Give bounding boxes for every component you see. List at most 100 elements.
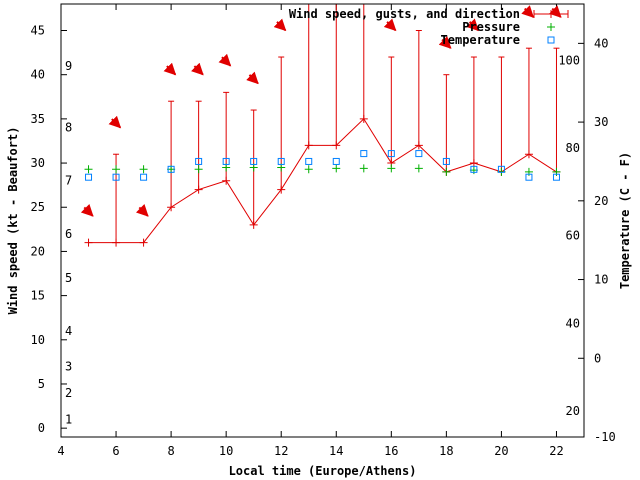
- pressure-point: [304, 165, 313, 174]
- wind-direction-arrow: [438, 36, 452, 49]
- pressure-point: [112, 165, 121, 174]
- wind-speed-point: [194, 185, 203, 194]
- x-tick-label: 6: [112, 444, 119, 458]
- fahrenheit-label: 40: [566, 317, 580, 331]
- legend-swatch-pressure: [547, 23, 555, 31]
- y2-tick-label: 10: [594, 273, 608, 287]
- legend-label-pressure: Pressure: [462, 20, 520, 34]
- beaufort-label: 4: [65, 324, 72, 338]
- y-tick-label: 35: [31, 112, 45, 126]
- temperature-point: [332, 157, 340, 165]
- plot-frame: [60, 3, 585, 438]
- legend-label-temperature: Temperature: [441, 33, 520, 47]
- fahrenheit-label: 20: [566, 404, 580, 418]
- temperature-point: [167, 165, 175, 173]
- temperature-point: [222, 157, 230, 165]
- wind-speed-point: [84, 238, 93, 247]
- y-tick-label: 30: [31, 156, 45, 170]
- y2-tick-label: 30: [594, 115, 608, 129]
- temperature-point: [360, 150, 368, 158]
- beaufort-label: 3: [65, 359, 72, 373]
- temperature-point: [305, 157, 313, 165]
- x-tick-label: 4: [57, 444, 64, 458]
- beaufort-label: 1: [65, 412, 72, 426]
- wind-speed-point: [112, 238, 121, 247]
- x-tick-label: 20: [494, 444, 508, 458]
- legend-label-wind: Wind speed, gusts, and direction: [289, 7, 520, 21]
- y-tick-label: 5: [38, 377, 45, 391]
- y2-tick-label: 20: [594, 194, 608, 208]
- wind-speed-point: [167, 203, 176, 212]
- wind-speed-point: [249, 220, 258, 229]
- x-axis-title: Local time (Europe/Athens): [229, 464, 417, 478]
- y2-axis-title: Temperature (C - F): [618, 152, 632, 289]
- y-tick-label: 25: [31, 200, 45, 214]
- wind-speed-point: [359, 114, 368, 123]
- temperature-point: [277, 157, 285, 165]
- beaufort-label: 7: [65, 174, 72, 188]
- pressure-point: [84, 165, 93, 174]
- temperature-point: [387, 150, 395, 158]
- temperature-point: [552, 173, 560, 181]
- legend-swatch-wind-ticks: [533, 10, 569, 18]
- wind-speed-point: [469, 159, 478, 168]
- wind-direction-arrow: [383, 18, 397, 32]
- temperature-point: [525, 173, 533, 181]
- beaufort-label: 5: [65, 271, 72, 285]
- y-tick-label: 40: [31, 68, 45, 82]
- wind-speed-point: [332, 141, 341, 150]
- pressure-point: [139, 165, 148, 174]
- wind-direction-arrow: [521, 5, 535, 18]
- temperature-point: [415, 150, 423, 158]
- wind-direction-arrow: [135, 204, 149, 217]
- fahrenheit-label: 80: [566, 141, 580, 155]
- temperature-point: [112, 173, 120, 181]
- x-tick-label: 10: [219, 444, 233, 458]
- y-tick-label: 15: [31, 289, 45, 303]
- wind-speed-line: [88, 118, 557, 244]
- pressure-point: [332, 164, 341, 173]
- x-tick-label: 14: [329, 444, 343, 458]
- fahrenheit-label: 60: [566, 228, 580, 242]
- x-tick-label: 16: [384, 444, 398, 458]
- wind-direction-arrow: [190, 62, 204, 76]
- legend-swatch-temperature: [547, 36, 555, 44]
- wind-speed-point: [139, 238, 148, 247]
- wind-direction-arrow: [163, 62, 177, 76]
- beaufort-label: 6: [65, 227, 72, 241]
- temperature-point: [85, 173, 93, 181]
- wind-direction-arrow: [246, 71, 259, 85]
- y-axis-title: Wind speed (kt - Beaufort): [6, 127, 20, 315]
- temperature-point: [470, 165, 478, 173]
- wind-direction-arrow: [218, 53, 232, 67]
- wind-direction-arrow: [466, 18, 479, 32]
- x-tick-label: 18: [439, 444, 453, 458]
- temperature-point: [250, 157, 258, 165]
- x-tick-label: 8: [167, 444, 174, 458]
- x-tick-label: 22: [549, 444, 563, 458]
- pressure-point: [442, 167, 451, 176]
- beaufort-label: 2: [65, 386, 72, 400]
- pressure-point: [414, 164, 423, 173]
- wind-direction-arrow: [80, 204, 94, 217]
- y-tick-label: 45: [31, 24, 45, 38]
- wind-direction-arrow: [548, 5, 562, 18]
- y-tick-label: 10: [31, 333, 45, 347]
- wind-speed-point: [222, 176, 231, 185]
- temperature-point: [195, 157, 203, 165]
- y2-tick-label: -10: [594, 430, 616, 444]
- wind-speed-point: [304, 141, 313, 150]
- y-tick-label: 0: [38, 421, 45, 435]
- pressure-point: [359, 164, 368, 173]
- y2-tick-label: 0: [594, 351, 601, 365]
- wind-speed-point: [277, 185, 286, 194]
- temperature-point: [497, 165, 505, 173]
- wind-speed-point: [414, 141, 423, 150]
- y2-tick-label: 40: [594, 36, 608, 50]
- temperature-point: [442, 157, 450, 165]
- fahrenheit-label: 100: [558, 54, 580, 68]
- wind-direction-arrow: [108, 115, 122, 129]
- beaufort-label: 9: [65, 59, 72, 73]
- wind-speed-point: [524, 150, 533, 159]
